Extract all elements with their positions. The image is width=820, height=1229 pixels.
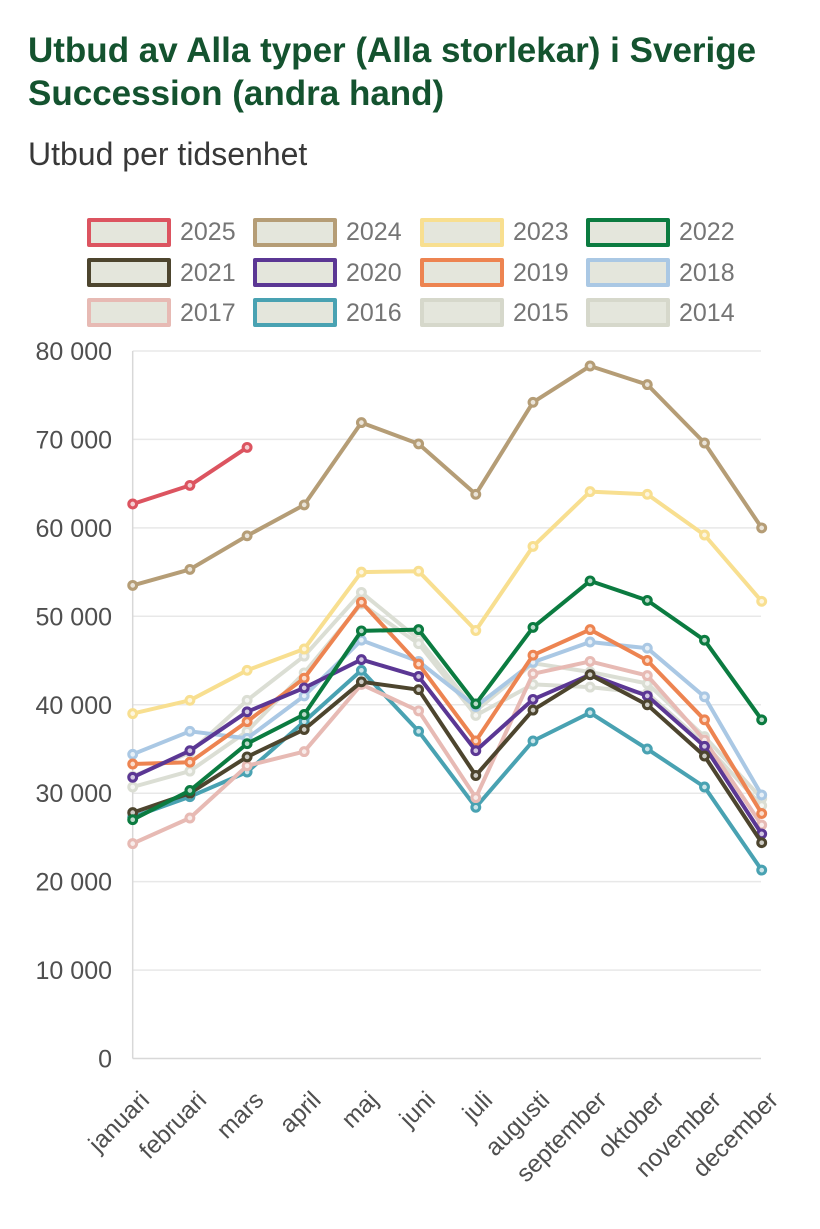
svg-text:70 000: 70 000 [36,426,112,454]
svg-text:60 000: 60 000 [36,515,112,543]
svg-text:80 000: 80 000 [36,340,112,366]
svg-text:0: 0 [98,1046,112,1074]
svg-text:20 000: 20 000 [36,869,112,897]
svg-text:juli: juli [457,1087,498,1128]
svg-text:april: april [275,1087,327,1139]
svg-text:maj: maj [337,1087,384,1134]
svg-text:30 000: 30 000 [36,780,112,808]
svg-text:50 000: 50 000 [36,603,112,631]
svg-text:juni: juni [394,1087,441,1134]
svg-text:40 000: 40 000 [36,692,112,720]
svg-text:mars: mars [212,1087,270,1145]
svg-text:10 000: 10 000 [36,957,112,985]
